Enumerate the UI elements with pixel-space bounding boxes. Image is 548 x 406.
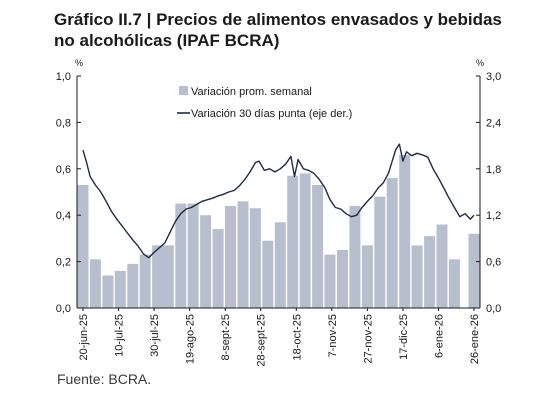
y-left-tick-label: 0,6 bbox=[56, 164, 71, 176]
y-left-tick-label: 1,0 bbox=[56, 71, 71, 83]
x-tick-label: 27-nov-25 bbox=[362, 314, 374, 364]
bar bbox=[139, 254, 151, 308]
bar bbox=[114, 270, 126, 308]
y-right-tick-label: 2,4 bbox=[486, 117, 501, 129]
y-axis-left-unit: % bbox=[75, 58, 83, 68]
bar bbox=[187, 203, 199, 308]
line-series-path bbox=[82, 143, 475, 259]
bar bbox=[386, 178, 398, 308]
x-tick-label: 26-ene-26 bbox=[469, 314, 481, 364]
bar bbox=[262, 240, 274, 308]
line-series bbox=[82, 143, 475, 259]
legend-line-label: Variación 30 días punta (eje der.) bbox=[191, 108, 352, 120]
y-right-tick-label: 0,0 bbox=[486, 303, 501, 315]
x-tick-label: 10-jul-25 bbox=[114, 314, 126, 357]
y-left-tick-label: 0,8 bbox=[56, 117, 71, 129]
y-left-tick-label: 0,0 bbox=[56, 303, 71, 315]
chart-title-line-2: no alcohólicas (IPAF BCRA) bbox=[54, 31, 280, 50]
bar-series bbox=[77, 154, 480, 308]
axes: % % 0,0 0,2 0,4 0,6 0,8 1,0 0,0 0,6 1,2 1,8 2,4 3,0 20… bbox=[56, 58, 502, 367]
y-right-tick-label: 3,0 bbox=[486, 71, 501, 83]
bar bbox=[287, 175, 299, 308]
bar bbox=[237, 201, 249, 308]
bar bbox=[361, 245, 373, 308]
legend-bar-swatch bbox=[179, 86, 188, 95]
y-left-tick-label: 0,4 bbox=[56, 210, 71, 222]
bar bbox=[127, 263, 139, 308]
x-tick-label: 17-dic-25 bbox=[398, 314, 410, 360]
legend-bar-label: Variación prom. semanal bbox=[191, 86, 312, 98]
legend: Variación prom. semanal Variación 30 días… bbox=[177, 86, 352, 120]
bar bbox=[274, 222, 286, 308]
x-tick-label: 18-oct-25 bbox=[291, 314, 303, 360]
bar bbox=[374, 196, 386, 308]
bar bbox=[175, 203, 187, 308]
y-right-tick-label: 1,8 bbox=[486, 164, 501, 176]
y-right-tick-label: 1,2 bbox=[486, 210, 501, 222]
x-tick-label: 20-jun-25 bbox=[78, 314, 90, 360]
x-tick-label: 6-ene-26 bbox=[433, 314, 445, 358]
bar bbox=[225, 205, 236, 308]
bar bbox=[162, 245, 174, 308]
bar bbox=[468, 233, 480, 308]
chart-title: Gráfico II.7 | Precios de alimentos enva… bbox=[54, 9, 544, 51]
bar bbox=[212, 229, 224, 308]
bar bbox=[89, 259, 101, 308]
y-left-tick-label: 0,2 bbox=[56, 257, 71, 269]
y-axis-right-unit: % bbox=[476, 58, 484, 68]
x-tick-label: 30-jul-25 bbox=[149, 314, 161, 357]
bar bbox=[349, 205, 361, 308]
bar bbox=[299, 173, 311, 308]
x-tick-label: 19-ago-25 bbox=[185, 314, 197, 364]
bar bbox=[424, 236, 436, 308]
bar bbox=[324, 254, 336, 308]
x-tick-label: 7-nov-25 bbox=[327, 314, 339, 357]
chart-title-line-1: Gráfico II.7 | Precios de alimentos enva… bbox=[54, 10, 502, 29]
bar bbox=[102, 275, 114, 308]
y-right-tick-label: 0,6 bbox=[486, 257, 501, 269]
bar bbox=[249, 208, 261, 308]
bar bbox=[448, 259, 460, 308]
bar bbox=[436, 224, 448, 308]
bar bbox=[411, 245, 423, 308]
bar bbox=[200, 215, 212, 308]
x-tick-label: 8-sept-25 bbox=[220, 314, 232, 360]
bar bbox=[399, 154, 411, 308]
bar bbox=[152, 245, 164, 308]
source-note: Fuente: BCRA. bbox=[57, 371, 152, 387]
x-tick-label: 28-sept-25 bbox=[256, 314, 268, 367]
bar bbox=[312, 185, 324, 308]
bar bbox=[337, 250, 348, 308]
bar bbox=[77, 185, 89, 308]
